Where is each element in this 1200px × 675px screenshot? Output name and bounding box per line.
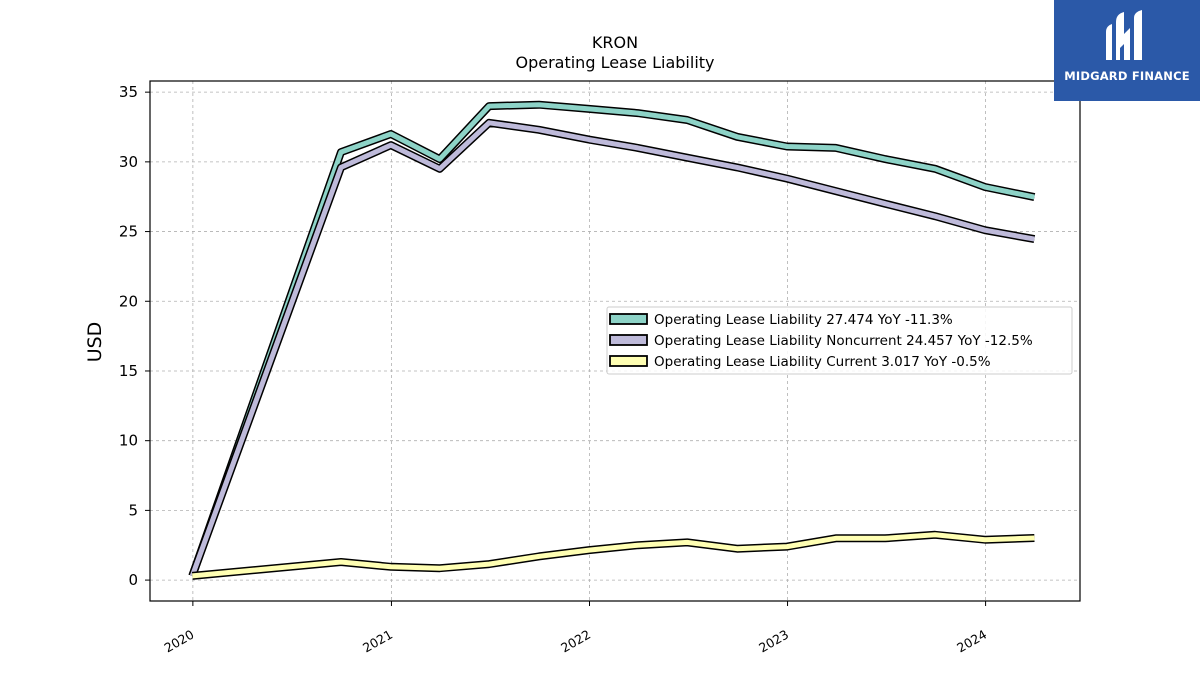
x-tick-label: 2023 xyxy=(756,627,791,656)
y-tick-label: 15 xyxy=(119,362,138,380)
series-lines xyxy=(188,100,1036,580)
y-axis: 0 5 10 15 20 25 30 35 xyxy=(119,83,150,589)
series-outline xyxy=(191,530,1035,580)
y-tick-label: 35 xyxy=(119,83,138,101)
series-line xyxy=(192,532,1035,579)
y-tick-label: 5 xyxy=(128,501,138,519)
legend-swatch xyxy=(609,313,648,325)
y-tick-label: 30 xyxy=(119,153,138,171)
series-line xyxy=(189,120,1035,577)
series-operating-lease-liability-noncurrent xyxy=(188,118,1036,578)
midgard-logo-icon xyxy=(1106,10,1142,60)
series-line xyxy=(189,102,1035,577)
legend-swatch xyxy=(609,334,648,346)
y-axis-label: USD xyxy=(84,322,106,363)
plot-frame xyxy=(149,80,1081,602)
brand-name: MIDGARD FINANCE xyxy=(1064,69,1190,83)
legend: Operating Lease Liability 27.474 YoY -11… xyxy=(606,306,1073,375)
x-tick-label: 2021 xyxy=(360,627,395,656)
y-tick-label: 20 xyxy=(119,292,138,310)
legend-label: Operating Lease Liability Current 3.017 … xyxy=(654,354,991,370)
legend-swatch xyxy=(609,355,648,367)
brand-logo: MIDGARD FINANCE xyxy=(1054,0,1200,101)
x-tick-label: 2024 xyxy=(954,627,989,656)
series-operating-lease-liability xyxy=(188,100,1036,578)
y-tick-label: 10 xyxy=(119,432,138,450)
y-tick-label: 0 xyxy=(128,571,138,589)
y-tick-label: 25 xyxy=(119,223,138,241)
chart-subtitle: Operating Lease Liability xyxy=(515,53,714,72)
legend-label: Operating Lease Liability Noncurrent 24.… xyxy=(654,333,1033,349)
x-tick-label: 2022 xyxy=(558,627,593,656)
series-operating-lease-liability-current xyxy=(191,530,1035,580)
legend-label: Operating Lease Liability 27.474 YoY -11… xyxy=(654,312,953,328)
x-axis: 2020 2021 2022 2023 2024 xyxy=(161,601,989,656)
chart-title: KRON xyxy=(592,33,638,52)
x-tick-label: 2020 xyxy=(161,627,196,656)
legend-box xyxy=(606,306,1073,375)
